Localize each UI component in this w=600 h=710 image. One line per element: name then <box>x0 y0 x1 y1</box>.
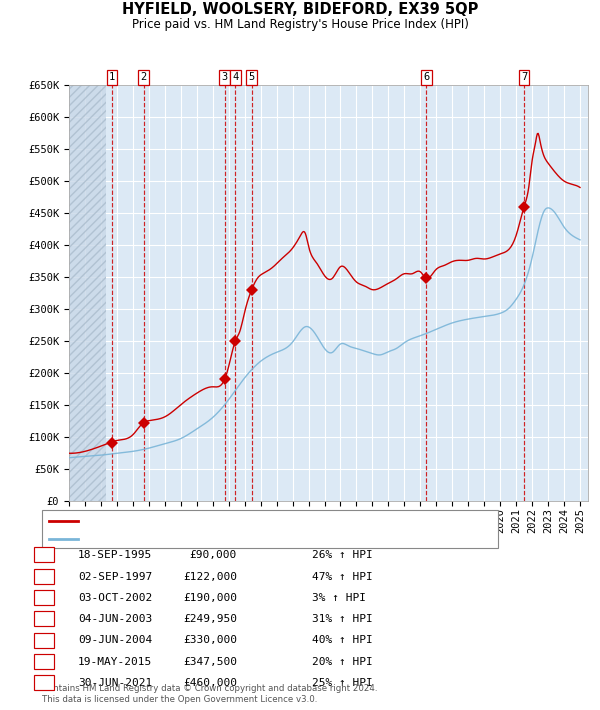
Text: 02-SEP-1997: 02-SEP-1997 <box>78 572 152 581</box>
Text: 5: 5 <box>248 72 255 82</box>
Text: 26% ↑ HPI: 26% ↑ HPI <box>312 550 373 560</box>
Text: 2: 2 <box>140 72 147 82</box>
Text: £90,000: £90,000 <box>190 550 237 560</box>
Text: £347,500: £347,500 <box>183 657 237 667</box>
Text: £330,000: £330,000 <box>183 635 237 645</box>
Text: £249,950: £249,950 <box>183 614 237 624</box>
Text: 04-JUN-2003: 04-JUN-2003 <box>78 614 152 624</box>
Text: £122,000: £122,000 <box>183 572 237 581</box>
Text: 2: 2 <box>41 572 48 581</box>
Text: Contains HM Land Registry data © Crown copyright and database right 2024.: Contains HM Land Registry data © Crown c… <box>42 684 377 693</box>
Text: HYFIELD, WOOLSERY, BIDEFORD, EX39 5QP (detached house): HYFIELD, WOOLSERY, BIDEFORD, EX39 5QP (d… <box>83 516 420 526</box>
Text: 31% ↑ HPI: 31% ↑ HPI <box>312 614 373 624</box>
Text: This data is licensed under the Open Government Licence v3.0.: This data is licensed under the Open Gov… <box>42 695 317 704</box>
Text: 1: 1 <box>41 550 48 560</box>
Text: 5: 5 <box>41 635 48 645</box>
Text: £190,000: £190,000 <box>183 593 237 603</box>
Text: 18-SEP-1995: 18-SEP-1995 <box>78 550 152 560</box>
Text: 20% ↑ HPI: 20% ↑ HPI <box>312 657 373 667</box>
Text: 30-JUN-2021: 30-JUN-2021 <box>78 678 152 688</box>
Text: £460,000: £460,000 <box>183 678 237 688</box>
Text: HPI: Average price, detached house, Torridge: HPI: Average price, detached house, Torr… <box>83 534 358 544</box>
Text: HYFIELD, WOOLSERY, BIDEFORD, EX39 5QP: HYFIELD, WOOLSERY, BIDEFORD, EX39 5QP <box>122 2 478 17</box>
Text: Price paid vs. HM Land Registry's House Price Index (HPI): Price paid vs. HM Land Registry's House … <box>131 18 469 31</box>
Text: 6: 6 <box>423 72 430 82</box>
Text: 47% ↑ HPI: 47% ↑ HPI <box>312 572 373 581</box>
Text: 4: 4 <box>41 614 48 624</box>
Text: 19-MAY-2015: 19-MAY-2015 <box>78 657 152 667</box>
Text: 3: 3 <box>221 72 228 82</box>
Text: 3% ↑ HPI: 3% ↑ HPI <box>312 593 366 603</box>
Text: 40% ↑ HPI: 40% ↑ HPI <box>312 635 373 645</box>
Text: 6: 6 <box>41 657 48 667</box>
Text: 09-JUN-2004: 09-JUN-2004 <box>78 635 152 645</box>
Text: 7: 7 <box>41 678 48 688</box>
Text: 03-OCT-2002: 03-OCT-2002 <box>78 593 152 603</box>
Text: 3: 3 <box>41 593 48 603</box>
Text: 25% ↑ HPI: 25% ↑ HPI <box>312 678 373 688</box>
Text: 7: 7 <box>521 72 527 82</box>
Text: 1: 1 <box>109 72 115 82</box>
Text: 4: 4 <box>232 72 239 82</box>
